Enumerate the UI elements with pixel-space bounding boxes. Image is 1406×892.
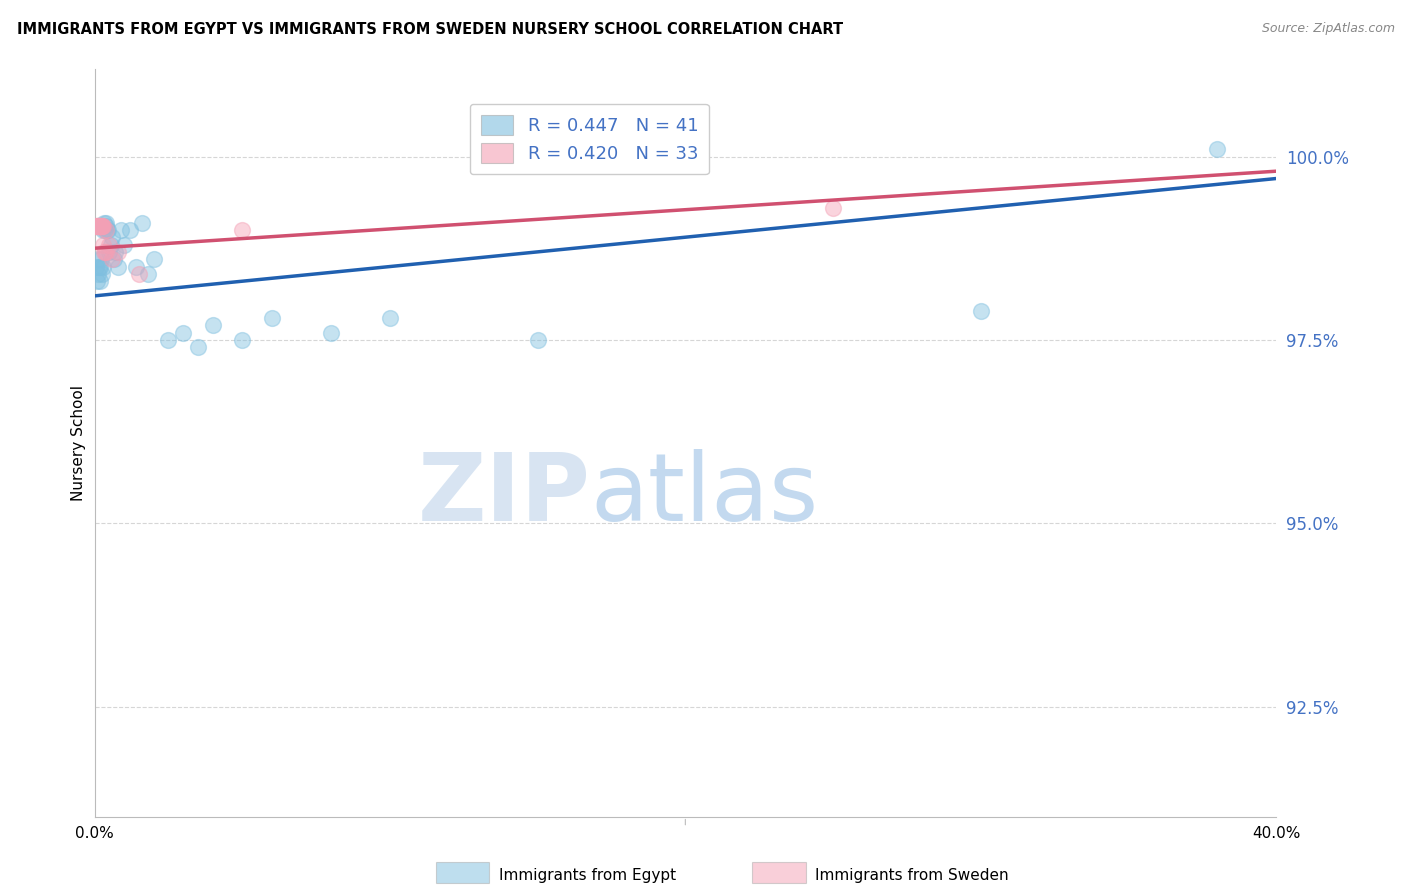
Point (128, 267, 150, 281)
Text: Source: ZipAtlas.com: Source: ZipAtlas.com (1261, 22, 1395, 36)
Point (107, 260, 129, 274)
Point (94, 244, 117, 259)
Point (93, 223, 115, 237)
Point (86, 219, 108, 234)
Point (93, 237, 115, 252)
Point (101, 230, 124, 244)
Text: Immigrants from Sweden: Immigrants from Sweden (815, 869, 1010, 883)
Point (86, 219, 108, 234)
Point (319, 326, 342, 340)
Point (87, 219, 110, 234)
Point (89, 219, 111, 234)
Point (91, 260, 114, 274)
Y-axis label: Nursery School: Nursery School (72, 384, 86, 500)
Point (90, 219, 112, 234)
Point (112, 237, 135, 252)
Point (104, 244, 127, 259)
Point (94, 215, 117, 229)
Point (86, 219, 108, 234)
Point (125, 260, 148, 274)
Point (89, 219, 111, 234)
Point (89, 260, 111, 274)
Point (97, 223, 120, 237)
Point (131, 215, 153, 229)
Point (98, 244, 121, 259)
Point (93, 215, 115, 229)
Point (231, 223, 253, 237)
Point (89, 219, 111, 234)
Point (93, 244, 115, 259)
Point (96, 219, 118, 234)
Point (96, 223, 118, 237)
Point (821, 201, 844, 215)
Point (378, 310, 401, 325)
Point (87, 219, 110, 234)
Point (86, 219, 108, 234)
Point (1206, 142, 1229, 156)
Point (142, 252, 165, 267)
Point (84, 260, 107, 274)
Point (89, 219, 111, 234)
Point (94, 244, 117, 259)
Point (94, 223, 117, 237)
Text: IMMIGRANTS FROM EGYPT VS IMMIGRANTS FROM SWEDEN NURSERY SCHOOL CORRELATION CHART: IMMIGRANTS FROM EGYPT VS IMMIGRANTS FROM… (17, 22, 844, 37)
Point (90, 219, 112, 234)
Point (103, 252, 125, 267)
Point (96, 223, 118, 237)
Point (110, 223, 132, 237)
Point (98, 237, 121, 252)
Point (89, 219, 111, 234)
Point (87, 219, 110, 234)
Point (91, 219, 114, 234)
Point (187, 340, 209, 354)
Point (136, 267, 159, 281)
Point (101, 252, 124, 267)
Point (86, 252, 108, 267)
Point (231, 333, 253, 347)
Legend: R = 0.447   N = 41, R = 0.420   N = 33: R = 0.447 N = 41, R = 0.420 N = 33 (470, 103, 709, 174)
Point (526, 333, 548, 347)
Point (91, 219, 114, 234)
Point (91, 267, 114, 281)
Point (87, 219, 110, 234)
Point (87, 260, 110, 274)
Point (90, 219, 112, 234)
Text: ZIP: ZIP (418, 449, 591, 541)
Point (100, 237, 122, 252)
Point (84, 219, 107, 234)
Point (970, 303, 993, 318)
Text: atlas: atlas (591, 449, 820, 541)
Point (260, 310, 283, 325)
Point (201, 318, 224, 333)
Point (87, 219, 110, 234)
Point (107, 244, 129, 259)
Point (91, 219, 114, 234)
Point (89, 274, 111, 288)
Point (118, 223, 141, 237)
Point (90, 219, 112, 234)
Point (90, 252, 112, 267)
Point (87, 267, 110, 281)
Text: Immigrants from Egypt: Immigrants from Egypt (499, 869, 676, 883)
Point (86, 274, 108, 288)
Point (157, 333, 180, 347)
Point (172, 326, 194, 340)
